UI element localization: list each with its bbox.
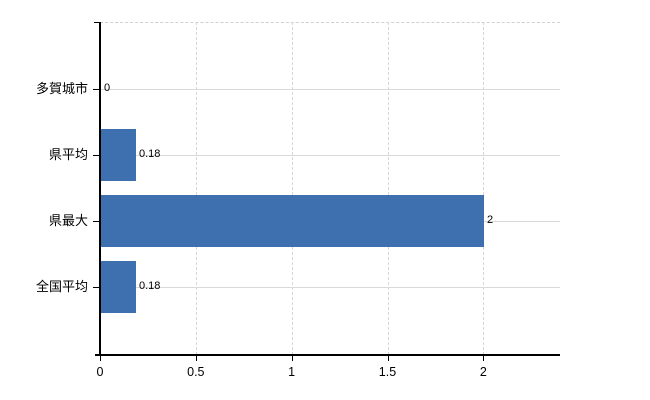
bar — [101, 261, 136, 313]
gridline-v — [483, 22, 485, 355]
x-tick-label: 1 — [288, 365, 296, 379]
category-label: 県平均 — [48, 147, 88, 162]
category-label: 多賀城市 — [35, 81, 88, 96]
x-tick — [483, 355, 485, 361]
gridline-v — [387, 22, 389, 355]
value-label: 0 — [104, 82, 111, 94]
value-label: 0.18 — [139, 280, 161, 292]
gridline-v — [291, 22, 293, 355]
bar — [101, 129, 136, 181]
x-tick — [195, 355, 197, 361]
gridline-h — [100, 287, 560, 288]
y-tick — [93, 221, 100, 222]
gridline-h — [100, 155, 560, 156]
x-tick-label: 0 — [96, 365, 104, 379]
y-axis-top-tick — [94, 22, 100, 23]
gridline-v — [195, 22, 197, 355]
y-tick — [93, 89, 100, 90]
x-axis — [95, 354, 560, 356]
x-tick — [100, 355, 101, 361]
y-axis — [99, 22, 101, 355]
bar — [101, 195, 484, 247]
x-tick — [387, 355, 389, 361]
y-tick — [93, 287, 100, 288]
x-tick-label: 0.5 — [187, 365, 205, 379]
x-tick — [291, 355, 293, 361]
value-label: 2 — [487, 214, 494, 226]
x-tick-label: 2 — [479, 365, 487, 379]
gridline-h — [100, 89, 560, 90]
plot-top-border — [100, 22, 560, 23]
category-label: 全国平均 — [35, 279, 88, 294]
category-label: 県最大 — [48, 213, 88, 228]
x-tick-label: 1.5 — [378, 365, 397, 379]
value-label: 0.18 — [139, 148, 161, 160]
y-tick — [93, 155, 100, 156]
